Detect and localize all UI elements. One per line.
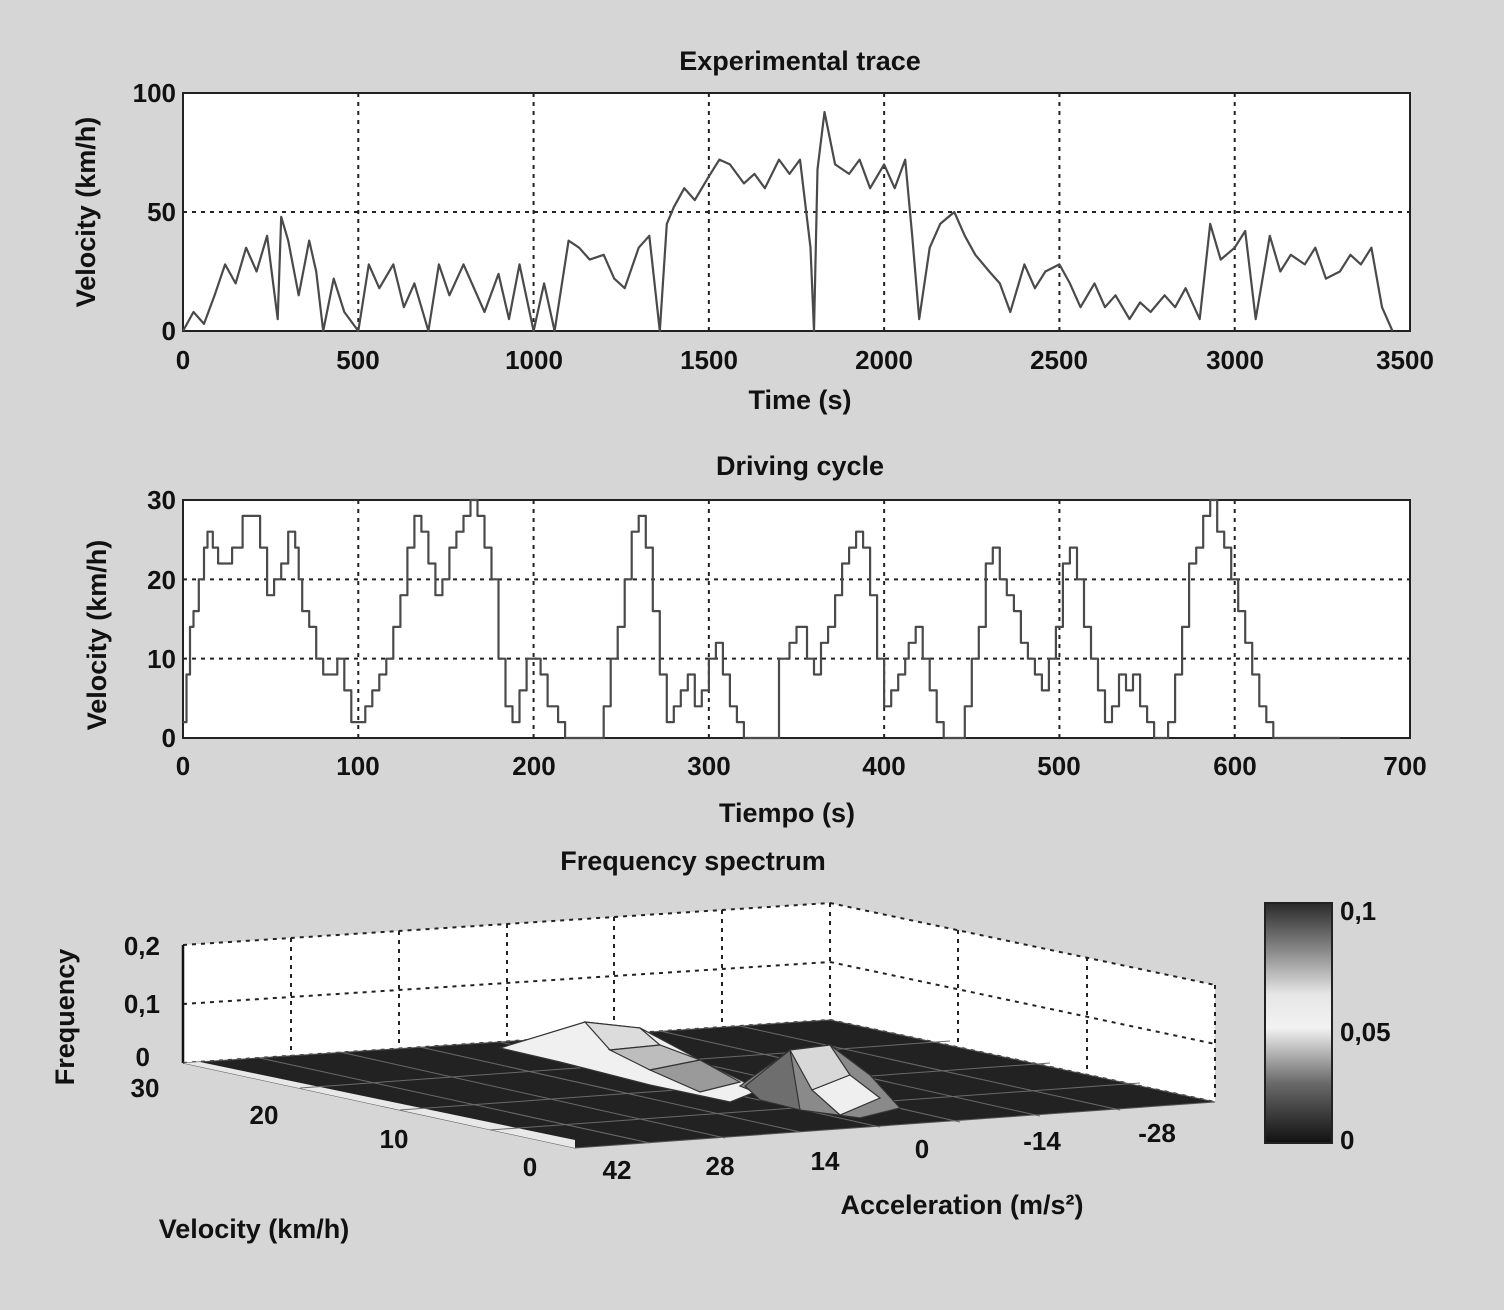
chart3-atick-14: 14: [811, 1146, 840, 1176]
chart3-title: Frequency spectrum: [560, 846, 826, 876]
chart2-ylabel: Velocity (km/h): [82, 540, 112, 731]
chart2-xtick-700: 700: [1383, 751, 1426, 781]
chart1-xtick-0: 0: [176, 345, 190, 375]
chart3-vtick-30: 30: [131, 1073, 160, 1103]
chart3-acceleration-label: Acceleration (m/s²): [840, 1190, 1083, 1220]
chart3-vtick-10: 10: [380, 1124, 409, 1154]
chart2-xtick-300: 300: [687, 751, 730, 781]
chart2-plot-area: [182, 499, 1411, 739]
chart2-xlabel: Tiempo (s): [719, 798, 855, 828]
chart3-atick-minus14: -14: [1023, 1126, 1061, 1156]
chart1-series-line: [182, 110, 1394, 333]
frequency-spectrum-chart: Frequency spectrum: [50, 846, 1391, 1244]
chart1-ytick-100: 100: [133, 78, 176, 108]
chart1-title: Experimental trace: [679, 46, 921, 76]
experimental-trace-chart: Experimental trace 0 50 100 0 500 1000 1…: [71, 46, 1434, 415]
chart1-ylabel: Velocity (km/h): [71, 117, 101, 308]
chart2-title: Driving cycle: [716, 451, 884, 481]
chart1-xtick-2500: 2500: [1030, 345, 1088, 375]
chart2-xticks: 0 100 200 300 400 500 600 700: [176, 751, 1427, 781]
chart3-velocity-label: Velocity (km/h): [159, 1214, 350, 1244]
chart2-xtick-0: 0: [176, 751, 190, 781]
chart1-yticks: 0 50 100: [133, 78, 176, 346]
chart2-ytick-30: 30: [147, 485, 176, 515]
chart2-xtick-400: 400: [862, 751, 905, 781]
chart1-ytick-0: 0: [162, 316, 176, 346]
chart1-xtick-1000: 1000: [505, 345, 563, 375]
chart3-atick-0: 0: [915, 1134, 929, 1164]
chart3-ztick-0.1: 0,1: [124, 989, 160, 1019]
chart3-ztick-0: 0: [136, 1042, 150, 1072]
chart3-surface-peaks: [497, 1021, 902, 1119]
chart2-yticks: 0 10 20 30: [147, 485, 176, 753]
chart3-cbtick-0: 0: [1340, 1125, 1354, 1155]
chart2-xtick-600: 600: [1213, 751, 1256, 781]
chart1-xtick-1500: 1500: [680, 345, 738, 375]
chart1-grid: [183, 93, 1410, 331]
chart1-ytick-50: 50: [147, 197, 176, 227]
chart3-cbtick-0.1: 0,1: [1340, 896, 1376, 926]
chart3-surface-edge: [183, 1062, 575, 1148]
chart1-xtick-3000: 3000: [1206, 345, 1264, 375]
chart3-colorbar: [1264, 902, 1333, 1144]
chart3-vtick-0: 0: [523, 1152, 537, 1182]
chart1-xtick-2000: 2000: [855, 345, 913, 375]
chart1-xtick-500: 500: [336, 345, 379, 375]
chart3-atick-minus28: -28: [1138, 1118, 1176, 1148]
chart2-xtick-200: 200: [512, 751, 555, 781]
chart3-ztick-0.2: 0,2: [124, 931, 160, 961]
chart1-xticks: 0 500 1000 1500 2000 2500 3000 3500: [176, 345, 1434, 375]
chart2-series-line: [183, 498, 1340, 740]
chart2-xtick-100: 100: [336, 751, 379, 781]
chart3-vtick-20: 20: [250, 1100, 279, 1130]
chart3-cbtick-0.05: 0,05: [1340, 1017, 1391, 1047]
chart2-xtick-500: 500: [1037, 751, 1080, 781]
driving-cycle-chart: Driving cycle 0 10 20 30 0 100 200 300 4…: [82, 451, 1427, 828]
chart1-xtick-3500: 3500: [1376, 345, 1434, 375]
chart3-atick-28: 28: [706, 1151, 735, 1181]
chart2-ytick-0: 0: [162, 723, 176, 753]
chart2-ytick-20: 20: [147, 565, 176, 595]
chart3-atick-42: 42: [603, 1155, 632, 1185]
chart1-xlabel: Time (s): [748, 385, 851, 415]
chart3-zlabel: Frequency: [50, 949, 80, 1086]
chart3-back-walls: [183, 903, 1215, 1102]
chart2-grid: [183, 500, 1410, 738]
chart2-ytick-10: 10: [147, 644, 176, 674]
